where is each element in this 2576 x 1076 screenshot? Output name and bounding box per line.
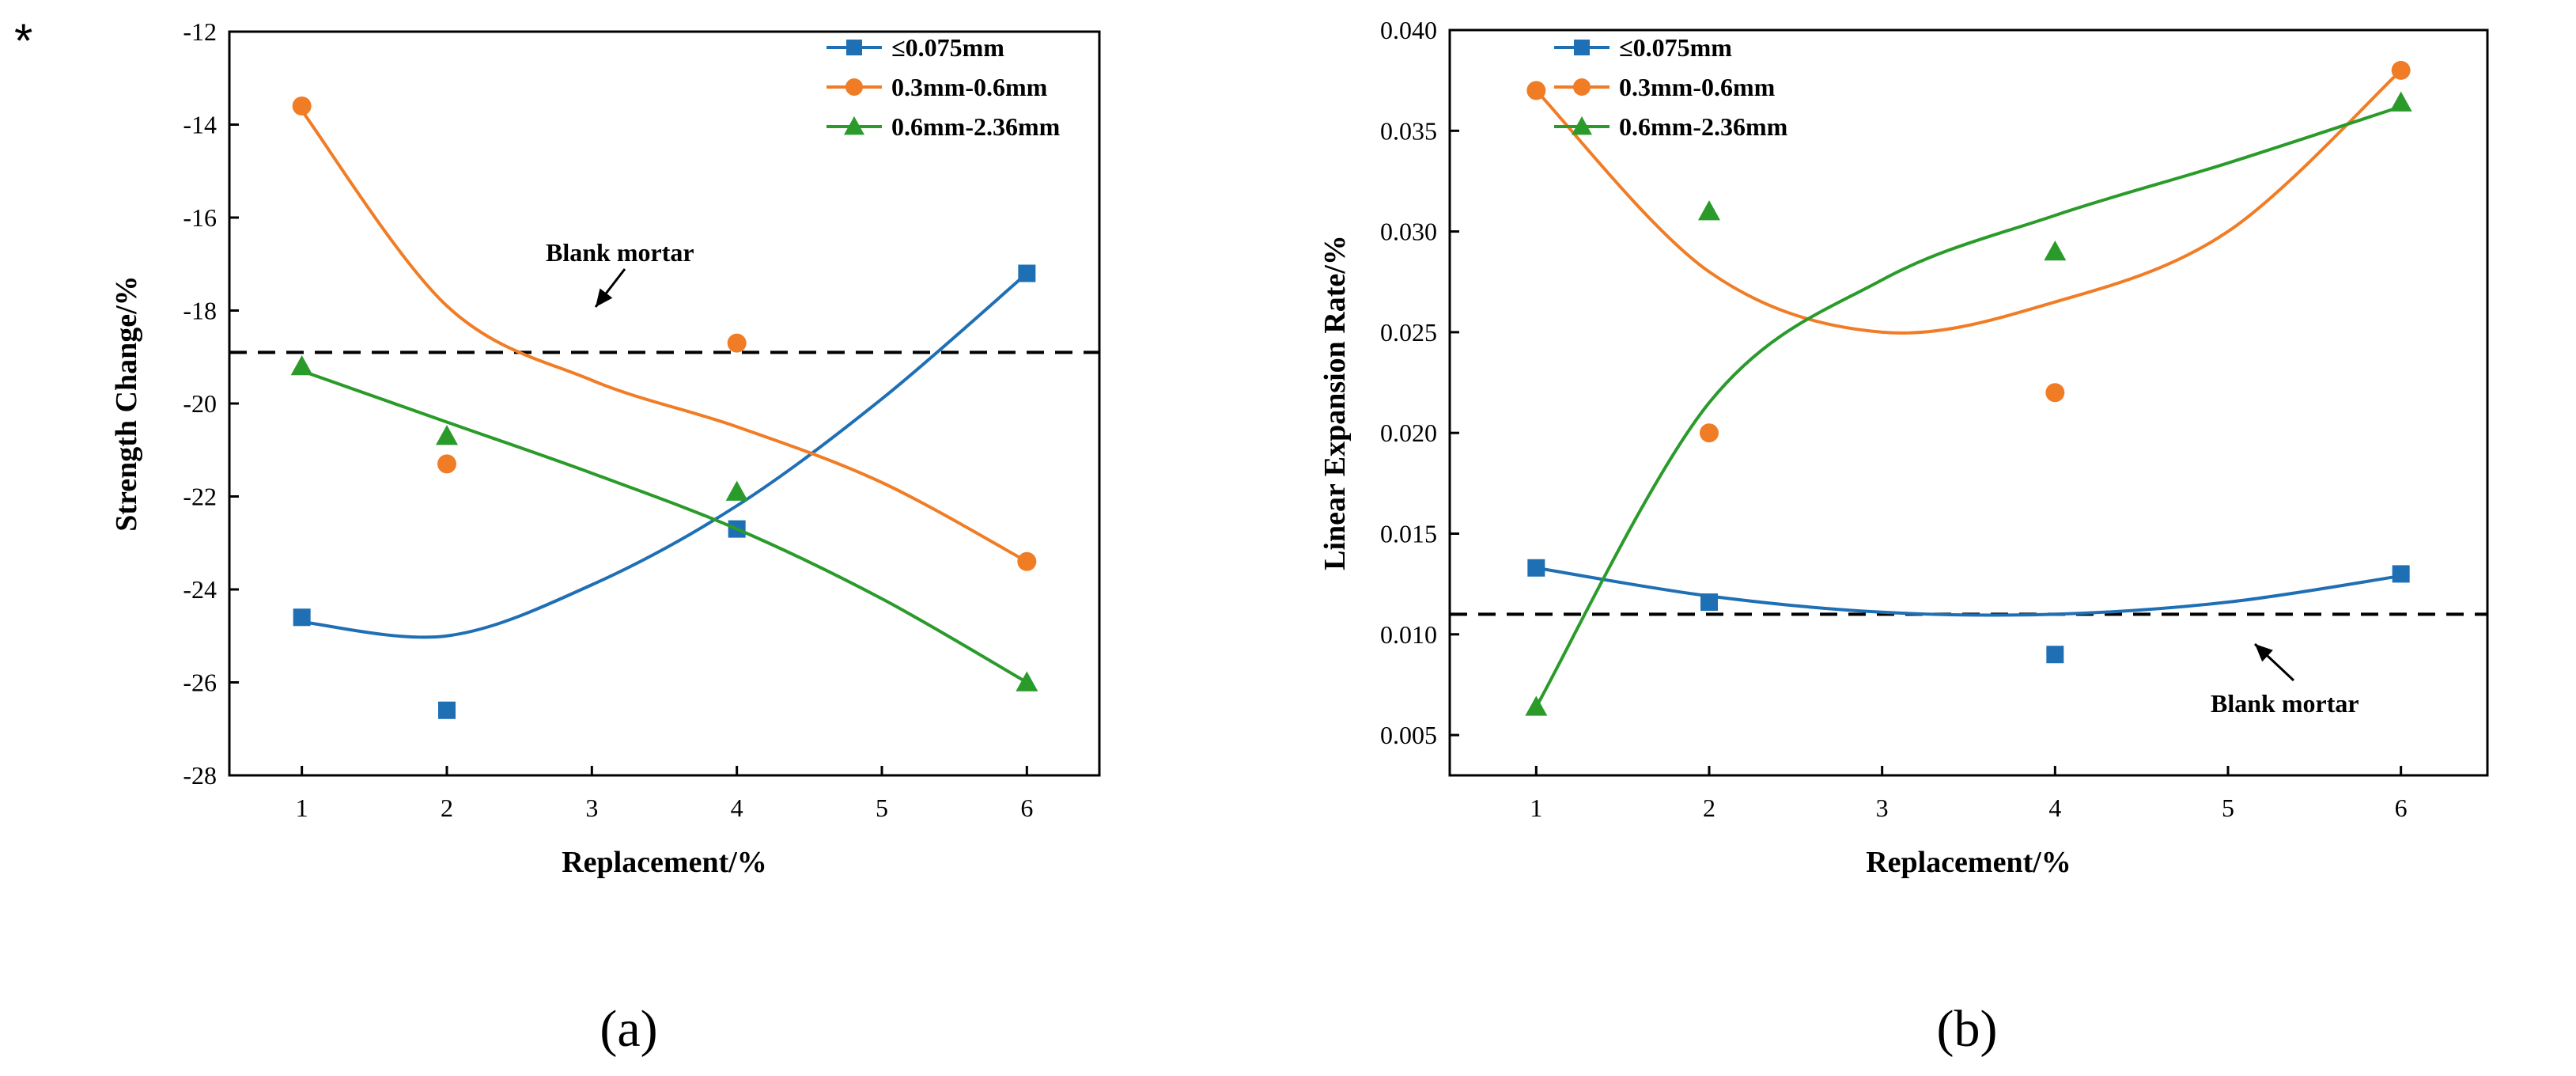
data-point-series-2 xyxy=(437,454,456,474)
x-axis-label: Replacement/% xyxy=(1866,846,2071,879)
y-tick-label: 0.030 xyxy=(1380,218,1437,246)
y-tick-label: 0.020 xyxy=(1380,419,1437,447)
data-point-series-1 xyxy=(293,608,311,627)
y-axis-label: Linear Expansion Rate/% xyxy=(1318,235,1352,570)
x-tick-label: 1 xyxy=(296,794,308,822)
x-tick-label: 4 xyxy=(2048,794,2061,822)
y-tick-label: -16 xyxy=(183,203,217,232)
x-tick-label: 5 xyxy=(876,794,888,822)
figure-marker: * xyxy=(14,14,32,67)
x-tick-label: 3 xyxy=(1876,794,1889,822)
fit-curve-series-3 xyxy=(1534,104,2402,708)
legend-marker xyxy=(845,78,863,96)
data-point-series-2 xyxy=(292,97,312,116)
data-point-series-3 xyxy=(1525,695,1548,716)
y-tick-label: 0.040 xyxy=(1380,16,1437,44)
x-tick-label: 4 xyxy=(731,794,743,822)
legend-label: 0.3mm-0.6mm xyxy=(891,73,1048,101)
chart-b-linear-expansion: 1 2 3 4 5 6 0.005 0.010 0.015 0.020 0.025 0.030 0.03… xyxy=(1318,16,2489,1058)
data-point-series-3 xyxy=(2044,241,2067,261)
data-point-series-2 xyxy=(2045,383,2065,403)
legend-marker xyxy=(1572,116,1592,135)
data-point-series-1 xyxy=(438,701,456,719)
data-point-series-2 xyxy=(1526,81,1546,100)
chart-a-strength-change: 1 2 3 4 5 6 -28 -26 -24 -22 -20 -18 -16 -14 -12 Replace… xyxy=(110,17,1101,1058)
data-point-series-1 xyxy=(2046,646,2064,664)
y-tick-label: -12 xyxy=(183,17,217,46)
fit-curve-series-1 xyxy=(1536,566,2401,617)
annotation-arrowhead xyxy=(596,288,613,307)
data-point-series-3 xyxy=(436,425,458,445)
fit-curve-series-2 xyxy=(301,109,1028,563)
data-point-series-1 xyxy=(2392,565,2410,583)
x-tick-label: 6 xyxy=(1020,794,1033,822)
y-tick-label: 0.005 xyxy=(1380,721,1437,749)
fit-curve-series-1 xyxy=(301,271,1028,639)
data-point-series-2 xyxy=(2391,60,2411,80)
x-tick-label: 6 xyxy=(2395,794,2408,822)
x-tick-label: 1 xyxy=(1530,794,1542,822)
fit-curve-series-2 xyxy=(1534,69,2403,335)
y-tick-label: -22 xyxy=(183,483,217,511)
y-tick-label: 0.035 xyxy=(1380,116,1437,145)
blank-mortar-label: Blank mortar xyxy=(546,238,694,267)
legend-label: 0.3mm-0.6mm xyxy=(1619,73,1776,101)
data-point-series-1 xyxy=(1700,593,1718,612)
x-tick-label: 2 xyxy=(1703,794,1715,822)
panel-caption: (b) xyxy=(1937,1000,1998,1058)
x-tick-label: 5 xyxy=(2222,794,2234,822)
blank-mortar-label: Blank mortar xyxy=(2211,689,2359,718)
legend-marker xyxy=(1574,40,1590,55)
panel-caption: (a) xyxy=(600,1000,657,1058)
x-axis-label: Replacement/% xyxy=(562,846,767,879)
y-tick-label: -24 xyxy=(183,575,217,604)
data-point-series-2 xyxy=(727,333,747,353)
data-point-series-2 xyxy=(1017,551,1037,571)
fit-curve-series-3 xyxy=(301,369,1028,684)
legend-marker xyxy=(846,40,862,55)
legend-label: ≤0.075mm xyxy=(891,33,1004,62)
legend-marker xyxy=(844,116,864,135)
data-point-series-1 xyxy=(1018,264,1036,282)
plot-frame xyxy=(1448,28,2489,777)
data-point-series-3 xyxy=(1698,200,1720,221)
y-tick-label: -28 xyxy=(183,761,217,790)
y-tick-label: -14 xyxy=(183,111,217,139)
y-tick-label: -20 xyxy=(183,389,217,418)
data-point-series-3 xyxy=(1016,671,1038,691)
y-axis-label: Strength Change/% xyxy=(110,275,143,531)
annotation-arrowhead xyxy=(2255,644,2273,662)
y-tick-label: 0.025 xyxy=(1380,318,1437,347)
x-tick-label: 2 xyxy=(441,794,453,822)
data-point-series-3 xyxy=(2389,91,2412,112)
legend-label: ≤0.075mm xyxy=(1619,33,1732,62)
y-tick-label: -26 xyxy=(183,669,217,697)
data-point-series-2 xyxy=(1700,423,1719,443)
legend-label: 0.6mm-2.36mm xyxy=(891,112,1061,141)
data-point-series-3 xyxy=(290,355,313,376)
x-tick-label: 3 xyxy=(585,794,598,822)
data-point-series-3 xyxy=(725,480,748,501)
legend-marker xyxy=(1573,78,1591,96)
legend-label: 0.6mm-2.36mm xyxy=(1619,112,1788,141)
data-point-series-1 xyxy=(1527,559,1545,577)
y-tick-label: 0.010 xyxy=(1380,620,1437,649)
y-tick-label: 0.015 xyxy=(1380,519,1437,547)
y-tick-label: -18 xyxy=(183,297,217,325)
